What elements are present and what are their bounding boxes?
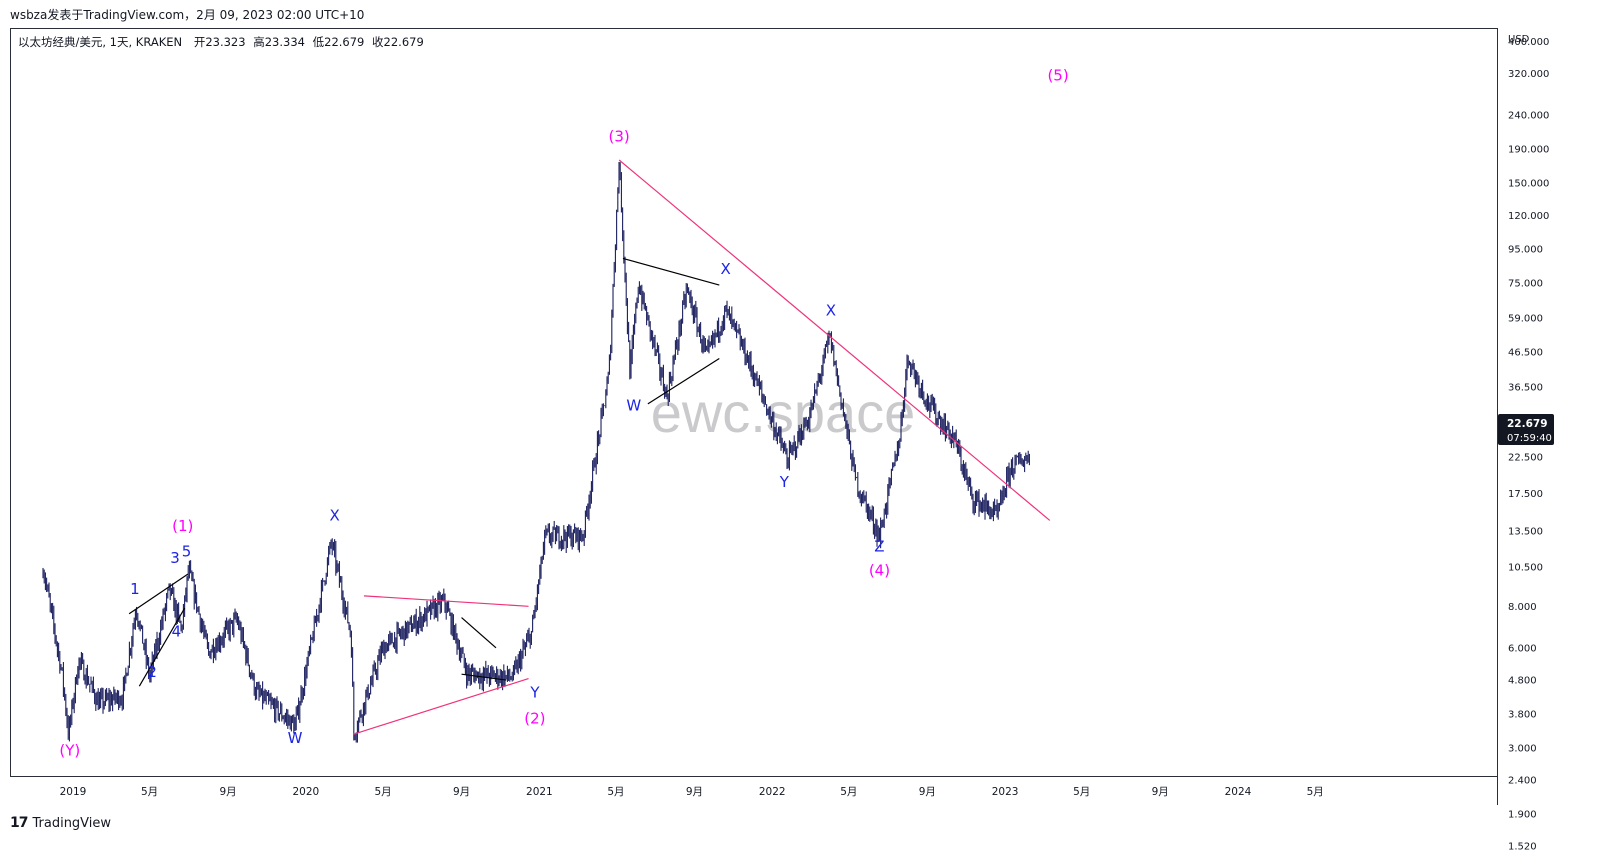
- y-tick-label: 10.500: [1508, 563, 1543, 574]
- wave-label[interactable]: 5: [182, 542, 192, 560]
- wave-label[interactable]: X: [329, 506, 339, 524]
- x-tick-label: 2020: [293, 786, 320, 798]
- wave-label[interactable]: W: [626, 397, 641, 415]
- y-tick-label: 240.000: [1508, 111, 1549, 122]
- price-axis-divider: [1497, 28, 1498, 805]
- wave-label[interactable]: Y: [779, 473, 790, 491]
- y-tick-label: 320.000: [1508, 69, 1549, 80]
- y-tick-label: 120.000: [1508, 211, 1549, 222]
- trendline[interactable]: [461, 673, 507, 681]
- x-tick-label: 9月: [219, 786, 236, 798]
- y-tick-label: 8.000: [1508, 602, 1537, 613]
- low-value: 22.679: [324, 35, 365, 49]
- x-tick-label: 5月: [1307, 786, 1324, 798]
- y-tick-label: 95.000: [1508, 245, 1543, 256]
- symbol-legend: 以太坊经典/美元, 1天, KRAKEN 开23.323 高23.334 低22…: [18, 34, 424, 50]
- wave-label[interactable]: W: [288, 729, 303, 747]
- close-label: 收: [372, 35, 384, 49]
- candles-group: [42, 161, 1030, 743]
- x-tick-label: 5月: [840, 786, 857, 798]
- publish-header: wsbza发表于TradingView.com，2月 09, 2023 02:0…: [10, 8, 365, 22]
- wave-label[interactable]: (Y): [59, 741, 80, 759]
- x-tick-label: 5月: [374, 786, 391, 798]
- bar-countdown: 07:59:40: [1507, 433, 1552, 444]
- x-tick-label: 5月: [607, 786, 624, 798]
- wave-label[interactable]: (5): [1047, 67, 1068, 85]
- wave-label[interactable]: 3: [170, 549, 180, 567]
- y-tick-label: 13.500: [1508, 526, 1543, 537]
- time-axis-divider: [10, 776, 1498, 777]
- trendline[interactable]: [363, 595, 529, 607]
- open-label: 开: [193, 35, 206, 49]
- trendlines-group: [128, 159, 1051, 735]
- x-tick-label: 2022: [759, 786, 786, 798]
- x-tick-label: 9月: [919, 786, 936, 798]
- x-tick-label: 2019: [60, 786, 87, 798]
- y-tick-label: 36.500: [1508, 383, 1543, 394]
- y-tick-label: 4.800: [1508, 676, 1537, 687]
- close-value: 22.679: [383, 35, 424, 49]
- wave-label[interactable]: X: [826, 301, 836, 319]
- high-value: 23.334: [264, 35, 305, 49]
- trendline[interactable]: [622, 257, 720, 286]
- y-tick-label: 6.000: [1508, 643, 1537, 654]
- tradingview-logo-icon: 17: [10, 815, 29, 831]
- price-axis-unit: USD: [1508, 34, 1530, 45]
- wave-labels-group: (Y) 1 2 3 4 5 (1) W X Y (2) (3) W X Y X Z (4) (5): [59, 67, 1068, 760]
- y-tick-label: 22.500: [1508, 453, 1543, 464]
- x-tick-label: 2023: [992, 786, 1019, 798]
- y-tick-label: 400.000: [1508, 37, 1549, 48]
- x-tick-label: 9月: [453, 786, 470, 798]
- symbol-label: 以太坊经典/美元, 1天, KRAKEN: [18, 35, 183, 49]
- wave-label[interactable]: 1: [130, 580, 140, 598]
- trendline[interactable]: [128, 573, 189, 615]
- y-tick-label: 1.900: [1508, 809, 1537, 820]
- last-price-tag: 22.679 07:59:40: [1498, 414, 1554, 445]
- low-label: 低: [312, 35, 325, 49]
- trendline[interactable]: [618, 159, 1051, 521]
- wave-label[interactable]: (4): [869, 562, 890, 580]
- x-tick-label: 9月: [686, 786, 703, 798]
- y-tick-label: 2.400: [1508, 776, 1537, 787]
- x-tick-label: 9月: [1152, 786, 1169, 798]
- time-axis[interactable]: 2019 5月 9月 2020 5月 9月 2021 5月 9月 2022 5月 9月 2023 5月 9月…: [60, 786, 1324, 798]
- trendline[interactable]: [353, 677, 529, 735]
- x-tick-label: 2021: [526, 786, 553, 798]
- last-price-value: 22.679: [1507, 418, 1548, 430]
- trendline[interactable]: [647, 358, 720, 405]
- wave-label[interactable]: Z: [874, 537, 884, 555]
- y-tick-label: 190.000: [1508, 144, 1549, 155]
- x-tick-label: 5月: [141, 786, 158, 798]
- trendline[interactable]: [461, 617, 497, 649]
- x-tick-label: 2024: [1225, 786, 1252, 798]
- y-tick-label: 17.500: [1508, 489, 1543, 500]
- footer-brand-text: TradingView: [32, 815, 112, 831]
- y-tick-label: 1.520: [1508, 842, 1537, 853]
- wave-label[interactable]: (1): [172, 517, 193, 535]
- high-label: 高: [253, 35, 265, 49]
- footer-branding[interactable]: 17 TradingView: [10, 815, 111, 831]
- wave-label[interactable]: (2): [524, 710, 545, 728]
- y-tick-label: 3.000: [1508, 743, 1537, 754]
- wave-label[interactable]: (3): [609, 128, 630, 146]
- wave-label[interactable]: 4: [172, 622, 182, 640]
- open-value: 23.323: [205, 35, 246, 49]
- price-axis[interactable]: USD 400.000 320.000 240.000 190.000 150.000 1…: [1508, 34, 1549, 853]
- wave-label[interactable]: Y: [529, 684, 540, 702]
- trendline[interactable]: [138, 607, 186, 687]
- y-tick-label: 75.000: [1508, 279, 1543, 290]
- x-tick-label: 5月: [1073, 786, 1090, 798]
- watermark-text: ewc.space: [651, 381, 916, 444]
- y-tick-label: 46.500: [1508, 348, 1543, 359]
- wave-label[interactable]: 2: [147, 663, 157, 681]
- wave-label[interactable]: X: [721, 260, 731, 278]
- y-tick-label: 59.000: [1508, 313, 1543, 324]
- y-tick-label: 150.000: [1508, 179, 1549, 190]
- y-tick-label: 3.800: [1508, 709, 1537, 720]
